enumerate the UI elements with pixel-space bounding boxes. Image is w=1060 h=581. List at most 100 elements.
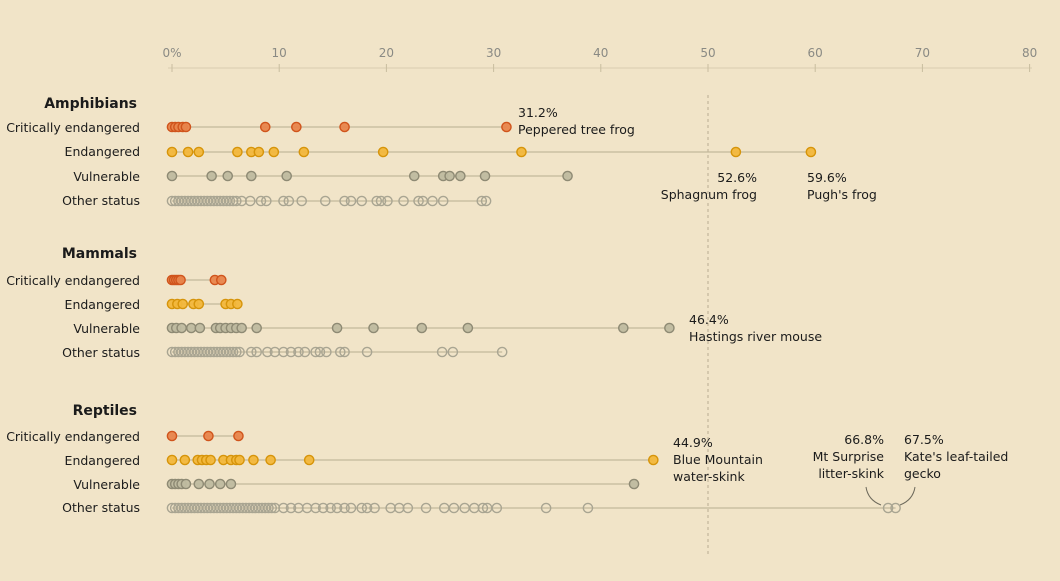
data-point xyxy=(408,170,420,182)
data-point xyxy=(730,146,742,158)
data-point xyxy=(299,346,311,358)
data-point xyxy=(204,478,215,490)
data-point xyxy=(361,346,373,358)
x-tick-label: 70 xyxy=(915,46,930,60)
data-point xyxy=(345,502,357,514)
data-point xyxy=(214,478,226,490)
data-point xyxy=(427,195,438,207)
group-mammals: Mammals Critically endangered Endangered… xyxy=(6,246,140,360)
row-label: Critically endangered xyxy=(6,429,140,444)
data-point xyxy=(231,195,242,207)
data-point xyxy=(491,502,503,514)
annotation-label: Hastings river mouse xyxy=(689,329,822,344)
data-point xyxy=(398,195,409,207)
annotation-value: 31.2% xyxy=(518,105,558,120)
data-point xyxy=(335,346,346,358)
data-point xyxy=(261,195,272,207)
data-point xyxy=(444,170,455,182)
annotation-label: Blue Mountain xyxy=(673,452,763,467)
data-point xyxy=(216,274,227,286)
annotation-value: 66.8% xyxy=(844,432,884,447)
data-point xyxy=(193,478,205,490)
data-point xyxy=(375,195,387,207)
annotation-value: 67.5% xyxy=(904,432,944,447)
group-amphibians: Amphibians Critically endangered Endange… xyxy=(6,96,140,208)
data-point xyxy=(246,170,257,182)
annotation-value: 59.6% xyxy=(807,170,847,185)
data-point xyxy=(479,170,491,182)
row-label: Endangered xyxy=(65,453,140,468)
annotation-label: water-skink xyxy=(673,469,745,484)
data-point xyxy=(455,170,466,182)
annotation-value: 46.4% xyxy=(689,312,729,327)
data-point xyxy=(496,346,508,358)
data-point xyxy=(253,146,265,158)
data-point xyxy=(203,430,214,442)
group-title: Reptiles xyxy=(73,403,137,419)
data-point xyxy=(310,346,321,358)
data-point xyxy=(244,195,256,207)
data-point xyxy=(317,502,329,514)
row-label: Other status xyxy=(62,345,140,360)
data-point xyxy=(501,121,512,133)
data-point xyxy=(416,322,428,334)
data-point xyxy=(166,454,178,466)
data-point xyxy=(331,502,343,514)
data-point xyxy=(233,430,244,442)
data-point xyxy=(628,478,640,490)
data-point xyxy=(805,146,817,158)
row-label: Vulnerable xyxy=(73,169,140,184)
data-point xyxy=(476,195,488,207)
annotation-label: Peppered tree frog xyxy=(518,122,635,137)
data-point xyxy=(890,502,901,514)
data-point xyxy=(232,298,243,310)
data-point xyxy=(413,195,424,207)
data-point xyxy=(462,322,474,334)
x-tick-label: 20 xyxy=(379,46,394,60)
data-point xyxy=(331,322,343,334)
data-point xyxy=(369,502,380,514)
data-point xyxy=(179,454,191,466)
data-point xyxy=(314,346,326,358)
data-point xyxy=(298,146,310,158)
data-point xyxy=(180,478,192,490)
data-point xyxy=(262,346,273,358)
data-point xyxy=(227,346,239,358)
data-point xyxy=(339,502,350,514)
data-point xyxy=(303,454,315,466)
data-point xyxy=(325,502,336,514)
data-point xyxy=(285,346,297,358)
x-tick-label: 80 xyxy=(1022,46,1037,60)
row-label: Critically endangered xyxy=(6,120,140,135)
data-point xyxy=(339,195,350,207)
data-point xyxy=(291,121,302,133)
data-point xyxy=(293,346,304,358)
data-point xyxy=(268,146,280,158)
annotation-value: 52.6% xyxy=(717,170,757,185)
row-label: Endangered xyxy=(65,144,140,159)
data-point xyxy=(236,322,247,334)
data-point xyxy=(251,346,262,358)
data-point xyxy=(480,195,492,207)
x-axis: 0% 10 20 30 40 50 60 70 80 xyxy=(162,46,1037,72)
data-point xyxy=(377,146,389,158)
data-point xyxy=(234,346,245,358)
data-point xyxy=(296,195,308,207)
annotation-label: Kate's leaf-tailed xyxy=(904,449,1008,464)
data-point xyxy=(231,346,242,358)
x-tick-label: 10 xyxy=(272,46,287,60)
x-tick-label: 30 xyxy=(486,46,501,60)
data-point xyxy=(319,195,331,207)
data-point xyxy=(648,454,659,466)
x-tick-label: 50 xyxy=(700,46,715,60)
group-title: Mammals xyxy=(62,246,137,262)
data-point xyxy=(194,322,206,334)
data-point xyxy=(448,502,460,514)
x-tick-label: 60 xyxy=(808,46,823,60)
row-label: Other status xyxy=(62,193,140,208)
data-point xyxy=(283,195,295,207)
row-label: Critically endangered xyxy=(6,273,140,288)
row-label: Vulnerable xyxy=(73,321,140,336)
data-point xyxy=(402,502,414,514)
data-point xyxy=(259,121,271,133)
